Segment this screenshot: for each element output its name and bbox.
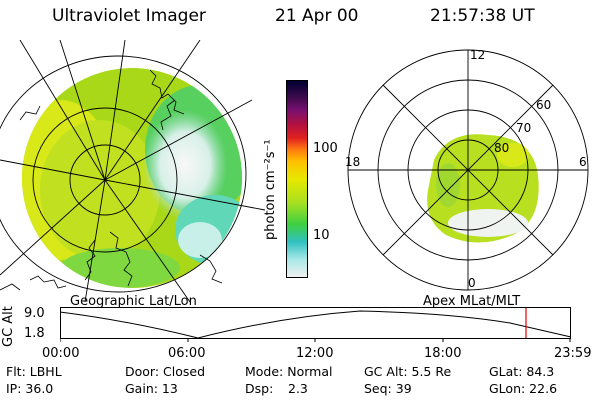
auroral-image-left — [22, 68, 242, 288]
mlat-60-label: 60 — [536, 98, 551, 112]
seq-status: Seq: 39 — [364, 381, 412, 396]
apex-label: Apex MLat/MLT — [423, 294, 521, 309]
mlt-12-label: 12 — [470, 48, 485, 62]
dsp-label: Dsp: — [245, 381, 274, 396]
gc-alt-status: GC Alt: 5.5 Re — [364, 364, 452, 379]
polar-grid — [347, 49, 589, 291]
mode-status: Mode: Normal — [245, 364, 333, 379]
colorbar-label: photon cm⁻²s⁻¹ — [263, 139, 278, 240]
colorbar-tick-10: 10 — [313, 228, 330, 243]
coastlines — [0, 69, 223, 291]
ip-status: IP: 36.0 — [6, 381, 54, 396]
mlat-80-label: 80 — [494, 141, 509, 155]
glat-status: GLat: 84.3 — [489, 364, 555, 379]
mlt-6-label: 6 — [579, 155, 587, 169]
latlon-grid — [0, 40, 266, 302]
geographic-map — [0, 40, 266, 302]
mlt-18-label: 18 — [345, 155, 360, 169]
orbit-plot — [60, 307, 572, 342]
header-date: 21 Apr 00 — [275, 6, 359, 26]
polar-plot: 12 18 6 0 60 70 80 — [345, 48, 589, 291]
mlt-0-label: 0 — [468, 276, 476, 290]
orbit-xtick-2359: 23:59 — [554, 346, 592, 361]
dsp-value: 2.3 — [288, 381, 308, 396]
orbit-ytick-9: 9.0 — [24, 306, 45, 321]
colorbar-tick-100: 100 — [313, 141, 338, 156]
altitude-curve — [60, 310, 572, 339]
gain-status: Gain: 13 — [125, 381, 178, 396]
orbit-ytick-1-8: 1.8 — [24, 326, 45, 341]
orbit-xtick-1200: 12:00 — [296, 346, 334, 361]
door-status: Door: Closed — [125, 364, 206, 379]
orbit-xtick-0600: 06:00 — [168, 346, 206, 361]
header-time: 21:57:38 UT — [430, 6, 535, 26]
orbit-ylabel: GC Alt — [1, 306, 16, 347]
orbit-xtick-0000: 00:00 — [42, 346, 80, 361]
mlat-70-label: 70 — [516, 121, 531, 135]
orbit-xtick-1800: 18:00 — [424, 346, 462, 361]
geographic-label: Geographic Lat/Lon — [70, 294, 197, 309]
colorbar — [286, 80, 308, 278]
app-title: Ultraviolet Imager — [52, 6, 206, 26]
glon-status: GLon: 22.6 — [489, 381, 558, 396]
filter-status: Flt: LBHL — [6, 364, 62, 379]
